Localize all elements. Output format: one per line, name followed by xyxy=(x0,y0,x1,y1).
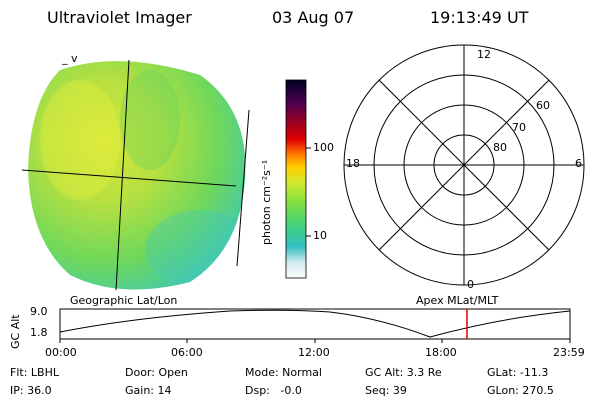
meridian-line xyxy=(115,59,130,291)
meta-door: Door: Open xyxy=(125,366,188,379)
altitude-strip xyxy=(59,308,571,343)
globe-corner-mark: _ v xyxy=(62,52,78,65)
instrument-title: Ultraviolet Imager xyxy=(47,8,192,27)
mlt-label-18: 18 xyxy=(346,157,360,170)
mlt-label-12: 12 xyxy=(477,48,491,61)
meta-mode: Mode: Normal xyxy=(245,366,322,379)
meta-glat: GLat: -11.3 xyxy=(487,366,549,379)
date-label: 03 Aug 07 xyxy=(272,8,355,27)
meta-glon: GLon: 270.5 xyxy=(487,384,554,397)
colorbar xyxy=(285,79,311,279)
strip-xtick-2359: 23:59 xyxy=(553,346,585,359)
strip-xtick-1800: 18:00 xyxy=(425,346,457,359)
uv-earth-image xyxy=(21,59,250,291)
lat-label-70: 70 xyxy=(512,121,526,134)
meta-gc-alt: GC Alt: 3.3 Re xyxy=(365,366,442,379)
meta-dsp: Dsp: -0.0 xyxy=(245,384,302,397)
meta-seq: Seq: 39 xyxy=(365,384,407,397)
strip-ylabel: GC Alt xyxy=(9,314,22,349)
colorbar-tick-100: 100 xyxy=(313,141,334,154)
strip-xtick-0000: 00:00 xyxy=(45,346,77,359)
equator-line xyxy=(21,169,237,187)
strip-ytick-top: 9.0 xyxy=(30,305,48,318)
meta-filter: Flt: LBHL xyxy=(10,366,59,379)
meta-gain: Gain: 14 xyxy=(125,384,172,397)
strip-ytick-bottom: 1.8 xyxy=(30,326,48,339)
mlt-label-0: 0 xyxy=(467,278,474,291)
mlt-label-6: 6 xyxy=(575,157,582,170)
strip-xtick-1200: 12:00 xyxy=(298,346,330,359)
lat-label-60: 60 xyxy=(536,99,550,112)
meta-ip: IP: 36.0 xyxy=(10,384,52,397)
strip-xtick-0600: 06:00 xyxy=(171,346,203,359)
colorbar-tick-10: 10 xyxy=(313,229,327,242)
limb-line xyxy=(236,109,250,267)
colorbar-unit-label: photon cm⁻²s⁻¹ xyxy=(260,159,273,245)
strip-title-geographic: Geographic Lat/Lon xyxy=(70,294,178,307)
lat-label-80: 80 xyxy=(493,141,507,154)
time-label: 19:13:49 UT xyxy=(430,8,529,27)
strip-title-apex: Apex MLat/MLT xyxy=(416,294,499,307)
polar-plot xyxy=(343,44,585,286)
